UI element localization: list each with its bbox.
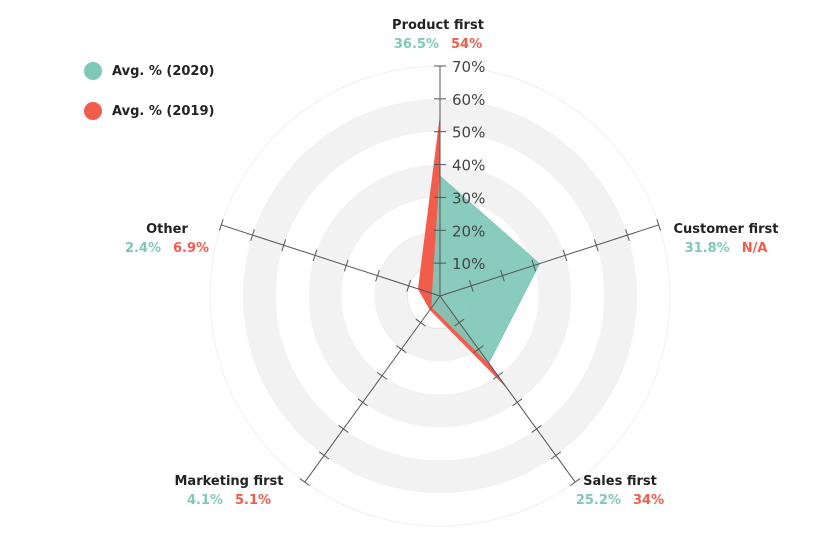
axis-tick [250,229,255,241]
r-tick-label: 40% [452,157,485,175]
axis-tick [593,239,599,252]
axis-tick [550,451,562,460]
legend-item-2019: Avg. % (2019) [84,100,214,122]
axis-line [439,295,576,483]
axis-tick [473,345,484,354]
r-tick-label: 50% [452,124,485,142]
radial-tick-labels: 10% 20% 30% 40% 50% 60% 70% [452,58,485,273]
axis-tick [312,249,318,262]
axis-tick [415,318,426,327]
legend-item-2020: Avg. % (2020) [84,60,214,82]
category-label: Marketing first [174,474,284,489]
value-2020: 36.5% [393,37,439,52]
axis-tick [376,371,388,380]
category-product-first: Product first 36.5% 54% [373,18,503,54]
axis-tick [454,318,465,327]
legend: Avg. % (2020) Avg. % (2019) [84,60,214,140]
category-label: Product first [392,18,484,33]
value-2020: 31.8% [684,241,730,256]
axis-tick [375,269,380,282]
value-2020: 25.2% [575,493,621,508]
axis-tick [357,398,368,407]
axis-tick [406,279,412,292]
axis-tick [299,478,310,487]
value-2020: 4.1% [186,493,223,508]
legend-swatch-2019 [84,102,102,120]
value-2019: 34% [632,493,665,508]
axis-tick [318,451,330,460]
value-2019: 5.1% [235,493,272,508]
r-tick-label: 70% [452,58,485,76]
axis-tick [500,269,505,282]
value-2020: 2.4% [124,241,161,256]
legend-swatch-2020 [84,62,102,80]
value-2019: 54% [450,37,483,52]
radar-axes [218,65,662,487]
axis-tick [570,478,581,487]
axis-tick [656,219,662,231]
axis-tick [396,345,407,354]
axis-tick [531,259,537,272]
legend-label-2019: Avg. % (2019) [112,103,215,119]
r-tick-label: 30% [452,189,485,207]
category-customer-first: Customer first 31.8% N/A [664,222,788,258]
category-label: Other [146,222,188,237]
axis-tick [562,249,568,262]
category-other: Other 2.4% 6.9% [114,222,220,258]
value-2019: 6.9% [173,241,210,256]
axis-tick [218,219,224,231]
axis-tick [531,424,542,433]
r-tick-label: 20% [452,222,485,240]
r-tick-label: 10% [452,255,485,273]
axis-tick [492,371,504,380]
axis-line [439,224,659,297]
legend-label-2020: Avg. % (2020) [112,63,215,79]
category-label: Sales first [583,474,657,489]
axis-tick [625,229,630,241]
category-label: Customer first [673,222,779,237]
series-area-2020 [431,175,540,364]
category-sales-first: Sales first 25.2% 34% [568,474,672,510]
axis-tick [338,424,349,433]
axis-line [221,224,441,297]
axis-tick [281,239,287,252]
axis-tick [343,259,349,272]
axis-tick [468,279,474,292]
axis-tick [512,398,523,407]
r-tick-label: 60% [452,91,485,109]
category-marketing-first: Marketing first 4.1% 5.1% [164,474,294,510]
axis-line [304,295,441,483]
value-2019: N/A [741,241,768,256]
